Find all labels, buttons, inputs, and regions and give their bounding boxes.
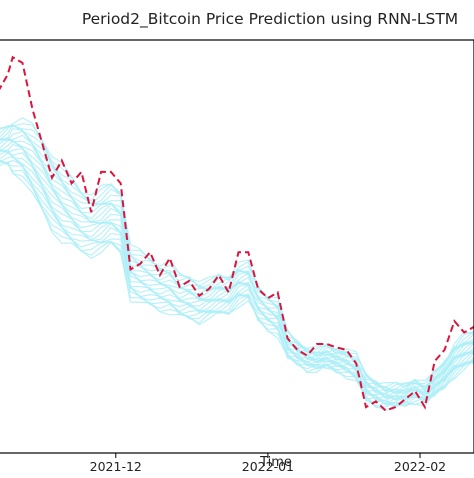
chart-title: Period2_Bitcoin Price Prediction using R… — [82, 10, 458, 29]
predicted-series-line-18 — [0, 130, 474, 395]
predicted-series-line-10 — [0, 148, 474, 401]
predicted-series-line-22 — [0, 124, 474, 392]
predicted-series-line-11 — [0, 148, 474, 401]
predicted-series-line-20 — [0, 124, 474, 394]
predicted-series-line-1 — [0, 161, 474, 412]
x-axis-label: Time — [259, 455, 292, 470]
x-axis: 2021-12 2022-01 2022-02 — [90, 453, 446, 474]
predicted-series-line-4 — [0, 160, 474, 407]
plot-frame — [0, 39, 474, 454]
actual-price-line — [0, 55, 474, 412]
predicted-series-line-7 — [0, 152, 474, 406]
predicted-series-line-9 — [0, 149, 474, 401]
x-tick-label: 2022-01 — [242, 459, 294, 474]
predicted-series-line-24 — [0, 117, 474, 389]
x-tick-label: 2021-12 — [90, 459, 142, 474]
predicted-series-line-21 — [0, 124, 474, 393]
x-tick-label: 2022-02 — [394, 459, 446, 474]
